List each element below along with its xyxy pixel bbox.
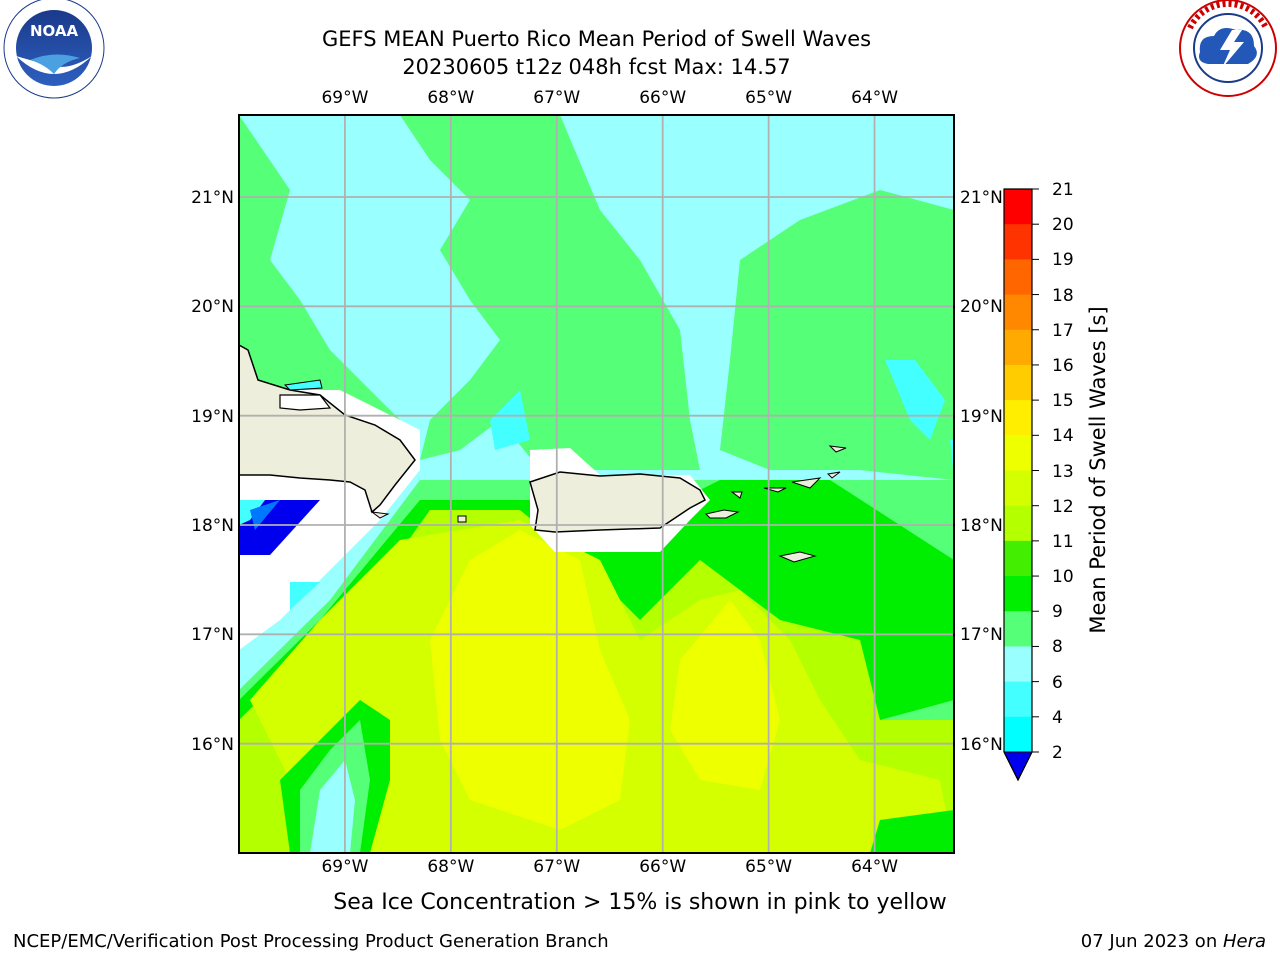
- colorbar-tick-label: 17: [1052, 320, 1074, 341]
- colorbar-swatch: [1004, 716, 1032, 753]
- lon-label-bottom: 66°W: [639, 857, 687, 877]
- colorbar-swatch: [1004, 329, 1032, 366]
- colorbar-tick-label: 2: [1052, 743, 1063, 763]
- colorbar-tick-label: 8: [1052, 637, 1063, 658]
- footer-machine: Hera: [1222, 931, 1266, 952]
- colorbar-tick-label: 6: [1052, 672, 1063, 693]
- lat-label-left: 17°N: [191, 625, 234, 646]
- colorbar-tick-label: 12: [1052, 496, 1074, 517]
- puerto-rico: [529, 471, 706, 533]
- lat-label-left: 20°N: [191, 297, 234, 318]
- chart-title: GEFS MEAN Puerto Rico Mean Period of Swe…: [321, 27, 872, 51]
- colorbar-swatch: [1004, 576, 1032, 612]
- colorbar-swatch: [1004, 259, 1032, 296]
- mona-island: [457, 515, 467, 523]
- lat-label-left: 16°N: [191, 734, 234, 755]
- lon-label-top: 66°W: [639, 88, 687, 108]
- map-frame: [238, 114, 955, 854]
- colorbar-swatch: [1004, 505, 1032, 542]
- colorbar-tick-label: 15: [1052, 391, 1074, 412]
- sea-ice-caption: Sea Ice Concentration > 15% is shown in …: [333, 890, 947, 915]
- lon-label-bottom: 67°W: [533, 857, 581, 877]
- colorbar-tick-label: 19: [1052, 250, 1074, 271]
- lat-label-right: 18°N: [960, 516, 1003, 536]
- field-13-14-east: [670, 600, 780, 790]
- colorbar-tick-label: 16: [1052, 355, 1074, 376]
- lon-label-bottom: 64°W: [851, 857, 899, 877]
- lon-label-top: 65°W: [745, 88, 793, 108]
- lon-label-bottom: 65°W: [745, 857, 793, 877]
- lon-label-bottom: 68°W: [427, 857, 475, 877]
- colorbar-tick-label: 14: [1052, 426, 1074, 447]
- lat-label-left: 18°N: [191, 516, 234, 536]
- colorbar-label: Mean Period of Swell Waves [s]: [1086, 306, 1110, 634]
- field-8-9-southwest: [310, 760, 355, 853]
- colorbar-swatch: [1004, 611, 1032, 647]
- colorbar-tick-label: 18: [1052, 285, 1074, 306]
- colorbar-swatch: [1004, 294, 1032, 331]
- colorbar-swatch: [1004, 400, 1032, 436]
- vieques: [705, 509, 740, 519]
- colorbar-tick-label: 4: [1052, 707, 1063, 728]
- nws-logo: [1179, 0, 1277, 97]
- chart-subtitle: 20230605 t12z 048h fcst Max: 14.57: [402, 55, 791, 79]
- noaa-logo: NOAA: [3, 0, 105, 99]
- lat-label-left: 19°N: [191, 406, 234, 427]
- colorbar-tick-label: 11: [1052, 531, 1074, 552]
- lat-label-right: 17°N: [960, 625, 1003, 646]
- lon-label-top: 67°W: [533, 88, 581, 108]
- field-9-10-east: [720, 190, 954, 480]
- colorbar-swatch: [1004, 646, 1032, 683]
- colorbar-tick-label: 13: [1052, 461, 1074, 482]
- colorbar-swatch: [1004, 435, 1032, 471]
- field-13-14-center: [430, 530, 630, 830]
- lon-label-top: 69°W: [321, 88, 369, 108]
- colorbar-swatch: [1004, 470, 1032, 507]
- st-croix: [778, 551, 817, 563]
- field-7-8-patch: [490, 390, 530, 450]
- map-area: [239, 115, 954, 853]
- colorbar-swatch: [1004, 224, 1032, 260]
- lon-label-top: 64°W: [851, 88, 899, 108]
- lat-label-right: 20°N: [960, 297, 1003, 318]
- colorbar-tick-label: 10: [1052, 567, 1074, 588]
- anegada: [828, 445, 847, 453]
- footer-date-text: 07 Jun 2023 on: [1080, 931, 1223, 952]
- footer-credit: NCEP/EMC/Verification Post Processing Pr…: [13, 931, 609, 952]
- colorbar-tick-label: 21: [1052, 180, 1074, 200]
- lat-label-left: 21°N: [191, 188, 234, 208]
- gridlines: [239, 115, 954, 853]
- noaa-logo-text: NOAA: [30, 22, 79, 40]
- colorbar-swatch: [1004, 189, 1032, 225]
- colorbar-tick-label: 20: [1052, 215, 1074, 236]
- colorbar-swatch: [1004, 681, 1032, 718]
- colorbar-frame: [1003, 188, 1033, 782]
- colorbar-swatch: [1004, 540, 1032, 577]
- lon-label-bottom: 69°W: [321, 857, 369, 877]
- lat-label-right: 16°N: [960, 734, 1003, 755]
- lat-label-right: 19°N: [960, 406, 1003, 427]
- colorbar-swatch: [1004, 364, 1032, 401]
- lon-label-top: 68°W: [427, 88, 475, 108]
- footer-date: 07 Jun 2023 on Hera: [1081, 931, 1266, 952]
- colorbar-extend-arrow: [1003, 751, 1033, 782]
- lat-label-right: 21°N: [960, 188, 1003, 208]
- field-9-10-center: [400, 115, 700, 470]
- colorbar-tick-label: 9: [1052, 602, 1063, 623]
- colorbar: [1003, 188, 1039, 782]
